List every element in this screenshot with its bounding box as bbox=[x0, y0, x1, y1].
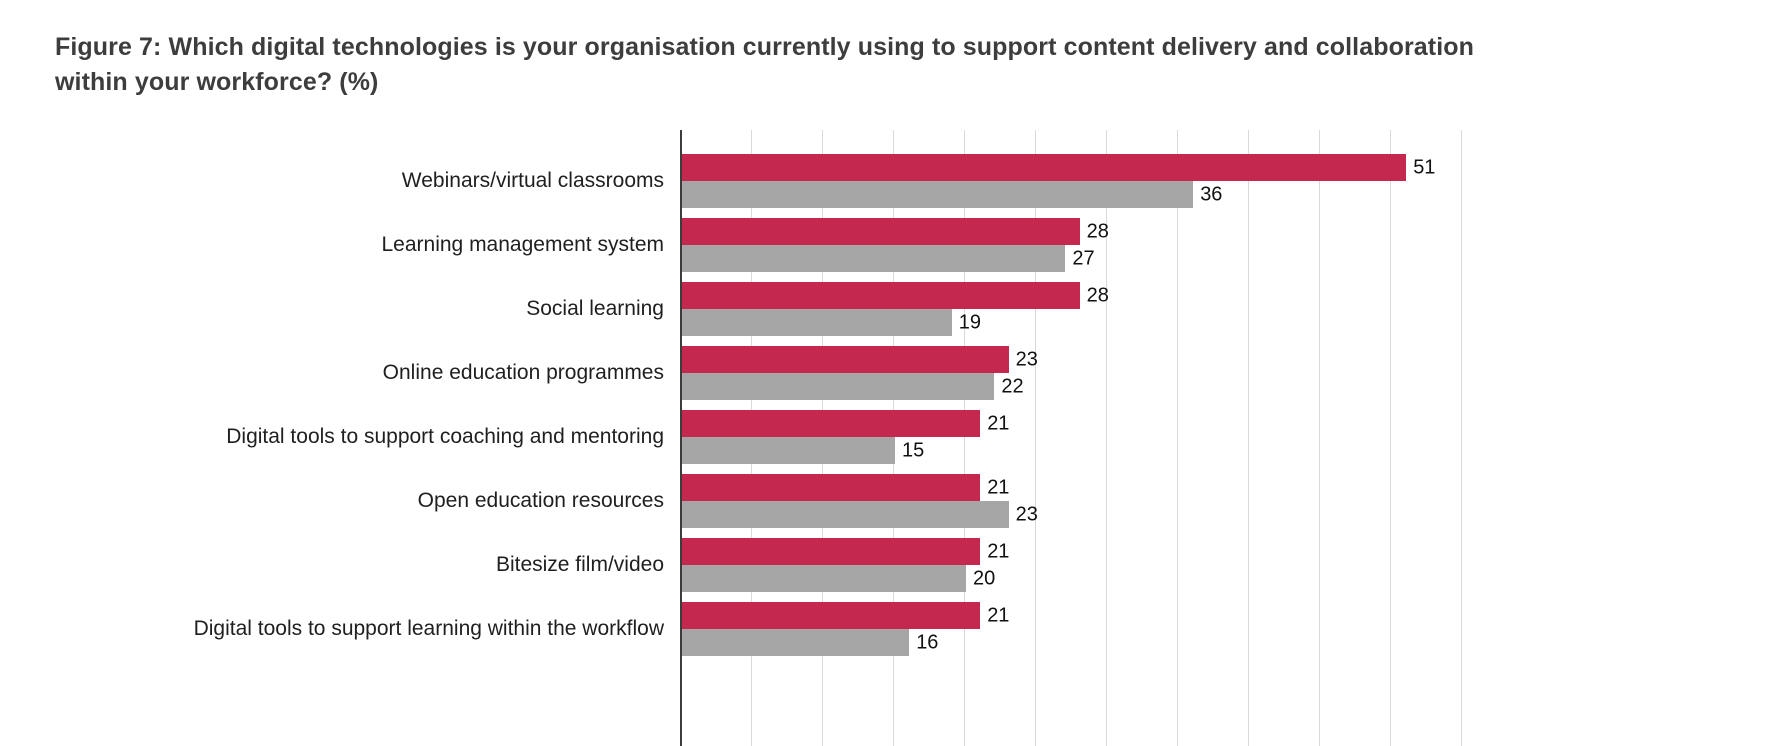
chart-row: Webinars/virtual classrooms 51 36 bbox=[0, 154, 1776, 208]
bar-group: 21 16 bbox=[682, 602, 1009, 656]
grey-bar-value-label: 36 bbox=[1200, 183, 1223, 205]
red-bar: 21 bbox=[682, 410, 1009, 437]
chart-row: Open education resources 21 23 bbox=[0, 474, 1776, 528]
bar-group: 21 20 bbox=[682, 538, 1009, 592]
red-bar-value-label: 28 bbox=[1086, 284, 1109, 306]
gridline bbox=[1248, 130, 1249, 746]
chart-row: Online education programmes 23 22 bbox=[0, 346, 1776, 400]
chart-row: Digital tools to support learning within… bbox=[0, 602, 1776, 656]
category-label: Digital tools to support coaching and me… bbox=[226, 425, 664, 448]
bar-group: 51 36 bbox=[682, 154, 1435, 208]
category-label: Open education resources bbox=[417, 489, 664, 512]
chart-rows: Webinars/virtual classrooms 51 36 Learning … bbox=[0, 154, 1776, 666]
red-bar: 23 bbox=[682, 346, 1038, 373]
grey-bar: 27 bbox=[682, 245, 1095, 272]
bar-group: 23 22 bbox=[682, 346, 1038, 400]
red-bar-value-label: 21 bbox=[987, 604, 1010, 626]
red-bar: 21 bbox=[682, 474, 1009, 501]
chart-row: Digital tools to support coaching and me… bbox=[0, 410, 1776, 464]
category-label: Digital tools to support learning within… bbox=[193, 617, 664, 640]
red-bar: 28 bbox=[682, 218, 1109, 245]
category-label: Learning management system bbox=[381, 233, 665, 256]
red-bar-value-label: 51 bbox=[1413, 156, 1436, 178]
grey-bar-value-label: 27 bbox=[1072, 247, 1095, 269]
gridline bbox=[1177, 130, 1178, 746]
grey-bar: 19 bbox=[682, 309, 981, 336]
gridline bbox=[964, 130, 965, 746]
bar-group: 21 15 bbox=[682, 410, 1009, 464]
category-label: Online education programmes bbox=[382, 361, 664, 384]
grey-bar-value-label: 23 bbox=[1015, 503, 1038, 525]
gridline bbox=[1035, 130, 1036, 746]
red-bar-value-label: 21 bbox=[987, 412, 1010, 434]
grouped-bar-chart: Webinars/virtual classrooms 51 36 Learning … bbox=[0, 130, 1776, 746]
red-bar: 21 bbox=[682, 538, 1009, 565]
category-label: Webinars/virtual classrooms bbox=[401, 169, 664, 192]
red-bar: 51 bbox=[682, 154, 1435, 181]
red-bar-value-label: 21 bbox=[987, 476, 1010, 498]
chart-row: Social learning 28 19 bbox=[0, 282, 1776, 336]
bar-group: 21 23 bbox=[682, 474, 1038, 528]
grey-bar: 15 bbox=[682, 437, 924, 464]
bar-group: 28 27 bbox=[682, 218, 1109, 272]
category-label: Social learning bbox=[526, 297, 664, 320]
grey-bar-value-label: 16 bbox=[916, 631, 939, 653]
grey-bar: 22 bbox=[682, 373, 1024, 400]
gridline bbox=[1461, 130, 1462, 746]
gridline bbox=[1390, 130, 1391, 746]
grey-bar-value-label: 22 bbox=[1001, 375, 1024, 397]
category-label: Bitesize film/video bbox=[495, 553, 664, 576]
red-bar: 21 bbox=[682, 602, 1009, 629]
grey-bar: 36 bbox=[682, 181, 1222, 208]
red-bar-value-label: 23 bbox=[1015, 348, 1038, 370]
red-bar-value-label: 28 bbox=[1086, 220, 1109, 242]
red-bar: 28 bbox=[682, 282, 1109, 309]
red-bar-value-label: 21 bbox=[987, 540, 1010, 562]
grey-bar-value-label: 20 bbox=[973, 567, 996, 589]
grey-bar: 16 bbox=[682, 629, 938, 656]
bar-group: 28 19 bbox=[682, 282, 1109, 336]
grey-bar-value-label: 15 bbox=[902, 439, 925, 461]
gridline bbox=[1106, 130, 1107, 746]
grey-bar: 20 bbox=[682, 565, 995, 592]
chart-row: Learning management system 28 27 bbox=[0, 218, 1776, 272]
gridline bbox=[1319, 130, 1320, 746]
chart-title: Figure 7: Which digital technologies is … bbox=[55, 33, 1474, 96]
y-axis-line bbox=[680, 130, 682, 746]
grey-bar: 23 bbox=[682, 501, 1038, 528]
grey-bar-value-label: 19 bbox=[958, 311, 982, 333]
chart-row: Bitesize film/video 21 20 bbox=[0, 538, 1776, 592]
